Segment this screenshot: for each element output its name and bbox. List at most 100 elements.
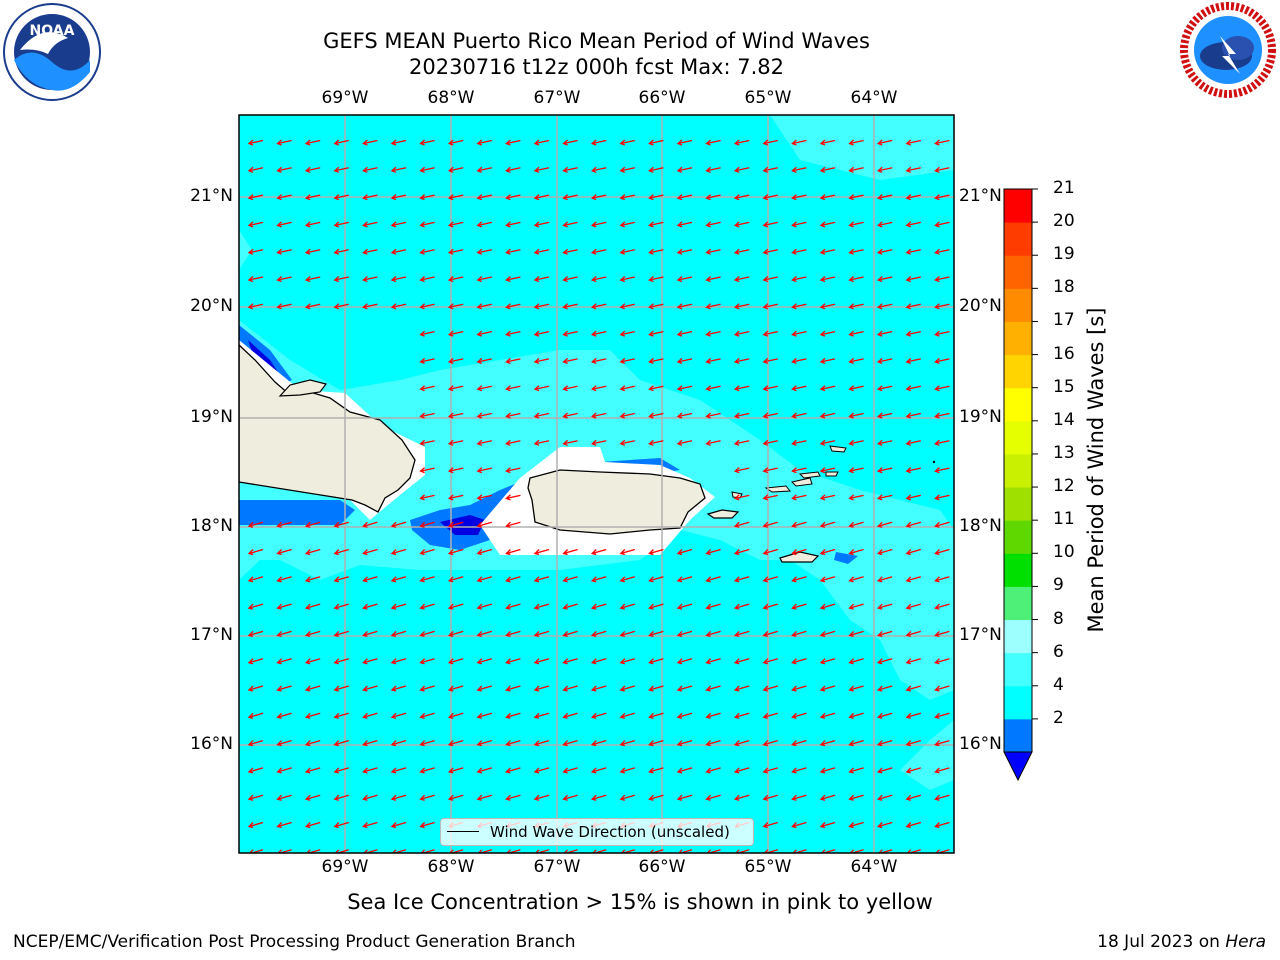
wave-direction-arrowhead [505,603,511,610]
colorbar-frame [1003,188,1033,752]
wave-direction-arrowhead [762,767,769,774]
plot-title-line2: 20230716 t12z 000h fcst Max: 7.82 [409,55,784,79]
wave-direction-arrow [677,385,693,390]
wave-direction-arrowhead [819,712,826,719]
wave-direction-arrow [592,412,607,418]
wave-direction-arrow [363,521,378,527]
wave-direction-arrow [677,440,693,445]
wave-direction-arrowhead [333,685,340,692]
wave-direction-arrow [763,139,778,145]
wave-direction-arrow [449,167,464,172]
wave-direction-arrow [735,603,750,609]
wave-direction-arrow [477,685,492,691]
wave-direction-arrowhead [934,794,940,801]
wave-direction-arrowhead [476,576,483,583]
wave-direction-arrowhead [648,385,654,392]
wave-direction-arrow [706,712,721,718]
wave-direction-arrow [391,712,407,718]
lon-label-bottom-3: 66°W [638,857,686,877]
wave-direction-arrow [420,821,435,828]
wave-direction-arrowhead [905,303,912,310]
wave-direction-arrow [334,521,349,527]
wave-direction-arrowhead [390,603,397,610]
wave-direction-arrow [792,603,807,609]
wave-direction-arrow [449,221,464,227]
wave-direction-arrowhead [876,385,883,392]
wave-direction-arrowhead [419,685,426,692]
wave-direction-arrow [420,794,435,800]
wave-direction-arrowhead [733,194,740,201]
wave-direction-arrow [706,139,721,145]
wave-direction-arrow [391,603,407,609]
wave-direction-arrowhead [390,685,397,692]
wave-direction-arrowhead [304,221,311,228]
wave-direction-arrowhead [791,357,797,365]
wave-direction-arrowhead [733,603,740,610]
lat-label-left-3: 18°N [190,516,233,536]
wave-direction-arrow [391,548,407,555]
wave-direction-arrow [763,249,778,254]
wave-direction-arrowhead [848,794,855,801]
footer-date-text: 18 Jul 2023 on [1097,932,1226,952]
lat-label-left-4: 17°N [190,625,233,645]
wave-direction-arrowhead [876,166,883,173]
wave-direction-arrow [677,685,693,691]
wave-direction-arrowhead [619,712,626,719]
wave-direction-arrow [935,139,950,145]
wave-direction-arrow [563,167,578,172]
wave-direction-arrow [849,221,864,227]
wave-direction-arrowhead [390,221,397,228]
wave-direction-arrow [477,794,492,800]
wave-direction-arrow [849,330,864,336]
wave-direction-arrowhead [333,767,340,774]
wave-direction-arrow [649,849,664,853]
noaa-logo: NOAA [3,3,101,101]
colorbar-tick-label: 20 [1053,211,1075,232]
wave-direction-arrow [850,849,864,853]
wave-direction-arrow [420,249,435,254]
wave-direction-arrowhead [562,740,569,747]
wave-direction-arrowhead [333,822,340,829]
wave-direction-arrowhead [362,685,368,692]
wave-direction-arrow [935,440,950,445]
wave-direction-arrow [906,767,921,773]
wave-direction-arrowhead [762,330,769,337]
lon-label-top-0: 69°W [321,88,369,108]
wave-direction-arrowhead [562,330,569,337]
wave-direction-arrowhead [562,794,569,801]
wave-direction-arrow [878,412,893,418]
wave-direction-arrow [334,221,349,227]
wave-direction-arrowhead [819,303,826,310]
wave-direction-arrowhead [562,658,569,665]
wave-direction-arrowhead [619,303,626,310]
footer-machine: Hera [1225,932,1266,952]
wave-direction-arrow [363,276,378,281]
legend-line-swatch [447,831,479,832]
wave-direction-arrow [820,167,836,172]
wave-direction-arrowhead [447,357,454,365]
wave-direction-arrow [878,821,893,828]
wave-direction-arrowhead [676,221,683,228]
wave-direction-arrowhead [905,712,912,719]
wave-direction-arrow [534,139,550,145]
colorbar-segment [1004,685,1032,720]
wave-direction-arrow [420,576,435,582]
wave-direction-arrowhead [848,194,855,201]
wave-direction-arrowhead [420,849,426,853]
wave-direction-arrowhead [505,139,511,146]
wave-direction-arrow [534,385,550,390]
wave-direction-arrow [477,603,492,609]
wave-direction-arrow [592,603,607,609]
wave-direction-arrow [677,739,693,746]
wave-direction-arrow [248,548,264,555]
wave-direction-arrowhead [905,166,912,173]
wave-direction-arrowhead [533,685,540,692]
wave-direction-arrowhead [705,139,712,146]
wave-direction-arrow [506,139,521,145]
wave-direction-arrowhead [562,303,569,310]
wave-direction-arrow [820,603,836,609]
wave-direction-arrow [878,139,893,145]
wave-direction-arrowhead [733,767,740,774]
wave-direction-arrow [706,603,721,609]
colorbar-tick-label: 16 [1053,343,1075,364]
